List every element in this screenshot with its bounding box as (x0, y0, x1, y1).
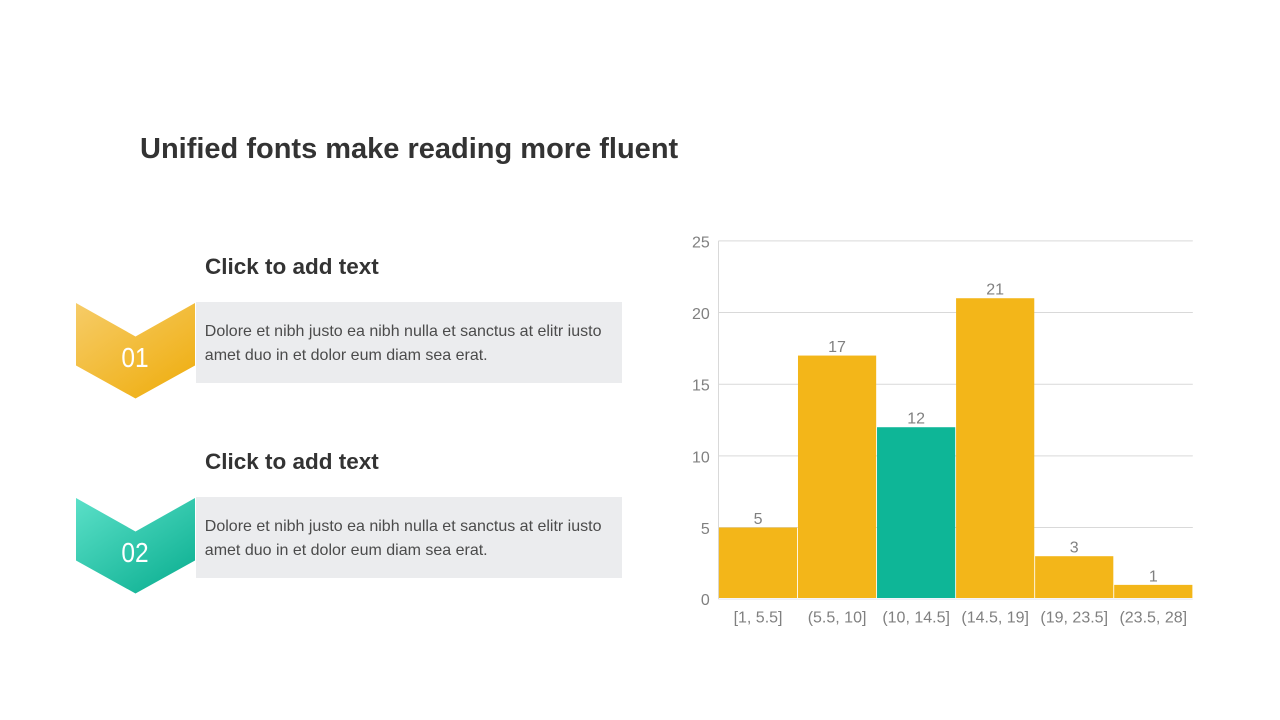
svg-text:21: 21 (986, 281, 1004, 298)
svg-text:20: 20 (692, 306, 710, 323)
svg-text:(5.5, 10]: (5.5, 10] (808, 609, 867, 626)
svg-text:(23.5, 28]: (23.5, 28] (1119, 609, 1187, 626)
svg-text:25: 25 (692, 234, 710, 251)
svg-text:01: 01 (121, 342, 148, 374)
svg-text:(14.5, 19]: (14.5, 19] (961, 609, 1029, 626)
svg-text:5: 5 (701, 521, 710, 538)
svg-text:[1, 5.5]: [1, 5.5] (734, 609, 783, 626)
svg-text:0: 0 (701, 592, 710, 609)
svg-text:17: 17 (828, 339, 846, 356)
svg-text:02: 02 (121, 537, 148, 569)
svg-text:(10, 14.5]: (10, 14.5] (882, 609, 950, 626)
svg-text:1: 1 (1149, 568, 1158, 585)
svg-text:3: 3 (1070, 539, 1079, 556)
svg-text:15: 15 (692, 377, 710, 394)
svg-text:10: 10 (692, 449, 710, 466)
svg-text:12: 12 (907, 410, 925, 427)
svg-text:5: 5 (754, 511, 763, 528)
svg-text:(19, 23.5]: (19, 23.5] (1040, 609, 1108, 626)
